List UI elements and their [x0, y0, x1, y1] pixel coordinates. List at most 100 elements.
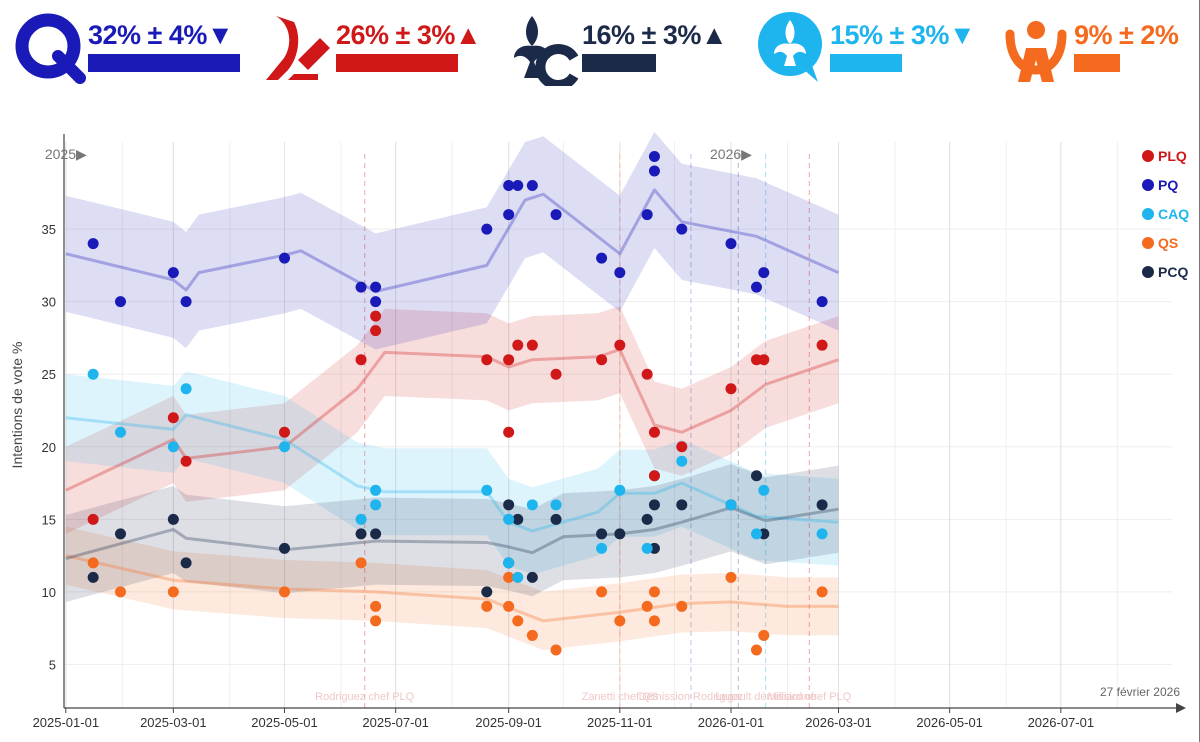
party-share-bar-caq: [830, 54, 902, 72]
poll-point-qs: [596, 586, 608, 598]
poll-point-caq: [370, 484, 382, 496]
poll-point-qs: [725, 571, 737, 583]
poll-point-plq: [370, 325, 382, 337]
qs-figure-icon: [996, 8, 1074, 86]
poll-point-pq: [370, 281, 382, 293]
poll-point-plq: [758, 354, 770, 366]
poll-point-plq: [503, 426, 515, 438]
voting-intentions-chart: Rodriguez chef PLQ Zanetti chef QSDémissi…: [9, 131, 1189, 730]
poll-point-pcq: [279, 542, 291, 554]
event-label: Rodriguez chef PLQ: [315, 691, 414, 703]
poll-point-plq: [550, 368, 562, 380]
poll-point-pq: [167, 267, 179, 279]
poll-point-pq: [481, 223, 493, 235]
poll-point-pq: [87, 238, 99, 250]
poll-point-pq: [512, 180, 524, 192]
poll-point-plq: [167, 412, 179, 424]
poll-point-plq: [526, 339, 538, 351]
party-estimate-pcq: 16% ± 3%▲: [582, 20, 728, 50]
event-label: Legault démissionne: [715, 691, 816, 703]
poll-point-pq: [550, 209, 562, 221]
poll-point-pcq: [512, 513, 524, 525]
legend-label-qs: QS: [1158, 235, 1178, 251]
x-tick-label: 2026-03-01: [805, 715, 872, 730]
poll-point-caq: [641, 542, 653, 554]
poll-point-pcq: [614, 528, 626, 540]
poll-point-plq: [481, 354, 493, 366]
plq-leaf-icon: [258, 8, 336, 86]
poll-point-plq: [648, 470, 660, 482]
poll-point-pq: [503, 209, 515, 221]
poll-point-plq: [596, 354, 608, 366]
x-tick-label: 2026-07-01: [1028, 715, 1095, 730]
poll-point-plq: [725, 383, 737, 395]
trend-line-pq: [65, 188, 840, 293]
poll-point-pq: [526, 180, 538, 192]
poll-point-caq: [751, 528, 762, 540]
year-marker: 2026▶: [710, 146, 752, 162]
event-label: Démission Rodriguez: [639, 691, 744, 703]
party-summary-plq: 26% ± 3%▲: [258, 8, 488, 92]
y-tick-label: 25: [42, 367, 56, 382]
poll-point-pcq: [648, 499, 660, 511]
poll-point-pcq: [550, 513, 562, 525]
poll-point-qs: [816, 586, 828, 598]
poll-point-caq: [503, 557, 515, 569]
poll-point-pcq: [641, 513, 653, 525]
poll-point-pcq: [87, 571, 99, 583]
legend-label-pcq: PCQ: [1158, 264, 1188, 280]
poll-point-caq: [550, 499, 562, 511]
poll-point-caq: [676, 455, 688, 467]
poll-point-plq: [512, 339, 524, 351]
poll-point-pq: [641, 209, 653, 221]
poll-point-caq: [816, 528, 828, 540]
x-tick-label: 2026-05-01: [916, 715, 983, 730]
trend-line-pcq: [65, 506, 839, 560]
legend-marker-plq: [1142, 150, 1154, 162]
poll-point-qs: [355, 557, 367, 569]
poll-point-qs: [648, 615, 660, 627]
party-share-bar-qs: [1074, 54, 1120, 72]
poll-point-plq: [355, 354, 367, 366]
poll-point-pq: [648, 151, 660, 163]
party-summary-qs: 9% ± 2%: [996, 8, 1200, 92]
poll-point-caq: [355, 513, 367, 525]
poll-point-plq: [180, 455, 192, 467]
poll-point-pcq: [596, 528, 608, 540]
poll-point-qs: [550, 644, 562, 656]
poll-point-caq: [370, 499, 382, 511]
poll-point-qs: [503, 600, 515, 612]
confidence-band-plq: [65, 305, 839, 534]
caq-fleur-de-lis-bubble-icon: [752, 8, 830, 86]
poll-point-pq: [758, 267, 770, 279]
poll-point-qs: [648, 586, 660, 598]
poll-point-pcq: [526, 571, 538, 583]
poll-point-pq: [503, 180, 515, 192]
poll-point-pq: [279, 252, 291, 264]
party-estimate-qs: 9% ± 2%: [1074, 20, 1179, 50]
poll-point-pq: [180, 296, 192, 308]
party-share-bar-pq: [88, 54, 240, 72]
poll-point-pq: [355, 281, 367, 293]
y-tick-label: 10: [42, 585, 56, 600]
poll-point-qs: [370, 600, 382, 612]
party-summary-pq: 32% ± 4%▼: [10, 8, 240, 92]
poll-point-qs: [167, 586, 179, 598]
legend-label-caq: CAQ: [1158, 206, 1189, 222]
poll-point-pq: [114, 296, 126, 308]
party-share-bar-plq: [336, 54, 458, 72]
x-tick-label: 2026-01-01: [698, 715, 765, 730]
poll-point-plq: [641, 368, 653, 380]
y-axis-label: Intentions de vote %: [9, 342, 25, 469]
poll-point-pcq: [114, 528, 126, 540]
poll-point-pq: [648, 165, 660, 177]
poll-point-plq: [676, 441, 688, 453]
y-tick-label: 35: [42, 222, 56, 237]
legend-marker-pq: [1142, 179, 1154, 191]
event-label: Milliard chef PLQ: [767, 691, 851, 703]
poll-point-pq: [370, 296, 382, 308]
party-estimate-pq: 32% ± 4%▼: [88, 20, 234, 50]
legend-marker-qs: [1142, 237, 1154, 249]
poll-point-pq: [725, 238, 737, 250]
poll-point-caq: [114, 426, 126, 438]
